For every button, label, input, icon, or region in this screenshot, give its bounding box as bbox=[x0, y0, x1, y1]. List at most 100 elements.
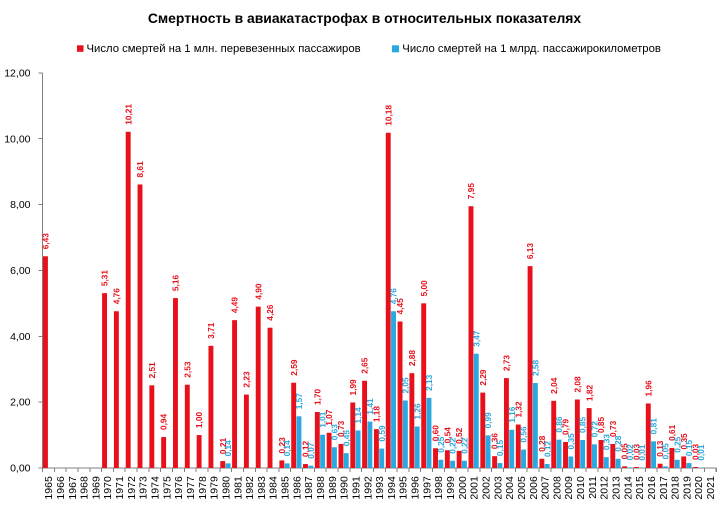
svg-text:4,49: 4,49 bbox=[230, 297, 240, 314]
svg-text:0,79: 0,79 bbox=[561, 418, 571, 435]
svg-text:1,82: 1,82 bbox=[584, 385, 594, 402]
svg-text:0,25: 0,25 bbox=[436, 436, 446, 453]
svg-text:0,03: 0,03 bbox=[632, 443, 642, 460]
svg-text:1980: 1980 bbox=[220, 476, 232, 500]
svg-text:8,00: 8,00 bbox=[10, 199, 31, 211]
svg-text:1994: 1994 bbox=[386, 476, 398, 500]
svg-text:1982: 1982 bbox=[244, 476, 256, 500]
svg-text:1,18: 1,18 bbox=[372, 406, 382, 423]
svg-text:7,95: 7,95 bbox=[466, 183, 476, 200]
svg-text:0,45: 0,45 bbox=[341, 430, 351, 447]
svg-text:4,45: 4,45 bbox=[395, 298, 405, 315]
svg-text:2,59: 2,59 bbox=[289, 359, 299, 376]
svg-text:Смертность в авиакатастрофах в: Смертность в авиакатастрофах в относител… bbox=[148, 10, 582, 26]
svg-text:0,99: 0,99 bbox=[483, 412, 493, 429]
svg-text:2,08: 2,08 bbox=[572, 376, 582, 393]
svg-text:2,04: 2,04 bbox=[549, 377, 559, 394]
svg-text:2008: 2008 bbox=[551, 476, 563, 500]
svg-text:0,56: 0,56 bbox=[519, 426, 529, 443]
svg-text:1,70: 1,70 bbox=[312, 388, 322, 405]
svg-text:2020: 2020 bbox=[693, 476, 705, 500]
svg-text:0,86: 0,86 bbox=[554, 416, 564, 433]
svg-text:0,28: 0,28 bbox=[613, 435, 623, 452]
svg-text:1995: 1995 bbox=[398, 476, 410, 500]
svg-text:1969: 1969 bbox=[90, 476, 102, 500]
svg-text:0,28: 0,28 bbox=[537, 435, 547, 452]
svg-text:2,53: 2,53 bbox=[182, 361, 192, 378]
svg-text:3,47: 3,47 bbox=[471, 330, 481, 347]
svg-text:1986: 1986 bbox=[291, 476, 303, 500]
svg-text:12,00: 12,00 bbox=[4, 67, 30, 79]
svg-text:1998: 1998 bbox=[433, 476, 445, 500]
svg-text:1967: 1967 bbox=[67, 476, 79, 500]
svg-text:0,94: 0,94 bbox=[159, 414, 169, 431]
svg-text:6,13: 6,13 bbox=[525, 243, 535, 260]
svg-text:6,43: 6,43 bbox=[41, 233, 51, 250]
svg-text:1989: 1989 bbox=[327, 476, 339, 500]
svg-text:1972: 1972 bbox=[126, 476, 138, 500]
svg-text:0,12: 0,12 bbox=[542, 441, 552, 458]
svg-text:1991: 1991 bbox=[350, 476, 362, 500]
svg-text:2017: 2017 bbox=[658, 476, 670, 500]
svg-text:1997: 1997 bbox=[421, 476, 433, 500]
svg-text:0,25: 0,25 bbox=[672, 436, 682, 453]
svg-text:1,07: 1,07 bbox=[324, 409, 334, 426]
svg-text:1,96: 1,96 bbox=[643, 380, 653, 397]
svg-text:0,01: 0,01 bbox=[696, 444, 706, 461]
svg-text:2011: 2011 bbox=[587, 476, 599, 499]
svg-text:0,14: 0,14 bbox=[223, 440, 233, 457]
svg-text:0,15: 0,15 bbox=[495, 440, 505, 457]
svg-text:1973: 1973 bbox=[138, 476, 150, 500]
svg-text:2004: 2004 bbox=[504, 476, 516, 500]
svg-text:2,65: 2,65 bbox=[360, 357, 370, 374]
svg-text:2,73: 2,73 bbox=[502, 355, 512, 372]
svg-text:4,76: 4,76 bbox=[389, 288, 399, 305]
svg-text:0,23: 0,23 bbox=[277, 437, 287, 454]
svg-text:0,85: 0,85 bbox=[578, 416, 588, 433]
svg-text:1970: 1970 bbox=[102, 476, 114, 500]
svg-text:2,58: 2,58 bbox=[530, 360, 540, 377]
svg-text:0,36: 0,36 bbox=[490, 433, 500, 450]
svg-text:0,52: 0,52 bbox=[454, 427, 464, 444]
svg-text:2003: 2003 bbox=[492, 476, 504, 500]
svg-text:1965: 1965 bbox=[43, 476, 55, 500]
svg-text:2,88: 2,88 bbox=[407, 350, 417, 367]
svg-text:0,60: 0,60 bbox=[431, 425, 441, 442]
svg-text:10,00: 10,00 bbox=[4, 133, 30, 145]
svg-text:1,00: 1,00 bbox=[194, 412, 204, 429]
svg-text:5,31: 5,31 bbox=[100, 270, 110, 287]
svg-text:1,99: 1,99 bbox=[348, 379, 358, 396]
svg-text:2018: 2018 bbox=[670, 476, 682, 500]
svg-text:1,16: 1,16 bbox=[507, 406, 517, 423]
svg-text:1988: 1988 bbox=[315, 476, 327, 500]
svg-text:4,76: 4,76 bbox=[111, 288, 121, 305]
svg-text:1983: 1983 bbox=[256, 476, 268, 500]
svg-text:0,15: 0,15 bbox=[684, 440, 694, 457]
svg-text:1990: 1990 bbox=[339, 476, 351, 500]
svg-text:1976: 1976 bbox=[173, 476, 185, 500]
svg-text:1,57: 1,57 bbox=[294, 393, 304, 410]
svg-text:2,23: 2,23 bbox=[241, 371, 251, 388]
svg-text:2,13: 2,13 bbox=[424, 374, 434, 391]
svg-text:2013: 2013 bbox=[611, 476, 623, 500]
svg-text:1981: 1981 bbox=[232, 476, 244, 500]
svg-text:0,85: 0,85 bbox=[596, 416, 606, 433]
svg-text:1978: 1978 bbox=[197, 476, 209, 500]
svg-text:Число смертей на 1 млрд. пасса: Число смертей на 1 млрд. пассажирокиломе… bbox=[402, 43, 661, 55]
svg-text:1992: 1992 bbox=[362, 476, 374, 500]
svg-text:0,05: 0,05 bbox=[660, 443, 670, 460]
svg-text:1993: 1993 bbox=[374, 476, 386, 500]
svg-text:1968: 1968 bbox=[79, 476, 91, 500]
svg-text:0,12: 0,12 bbox=[301, 441, 311, 458]
svg-text:0,61: 0,61 bbox=[667, 424, 677, 441]
svg-text:0,05: 0,05 bbox=[620, 443, 630, 460]
svg-text:1975: 1975 bbox=[161, 476, 173, 500]
svg-text:1999: 1999 bbox=[445, 476, 457, 500]
svg-text:10,21: 10,21 bbox=[123, 104, 133, 125]
svg-text:2,29: 2,29 bbox=[478, 369, 488, 386]
svg-text:2002: 2002 bbox=[481, 476, 493, 500]
svg-text:4,90: 4,90 bbox=[253, 283, 263, 300]
svg-text:2001: 2001 bbox=[469, 476, 481, 500]
svg-text:2019: 2019 bbox=[681, 476, 693, 500]
svg-text:10,18: 10,18 bbox=[383, 105, 393, 126]
